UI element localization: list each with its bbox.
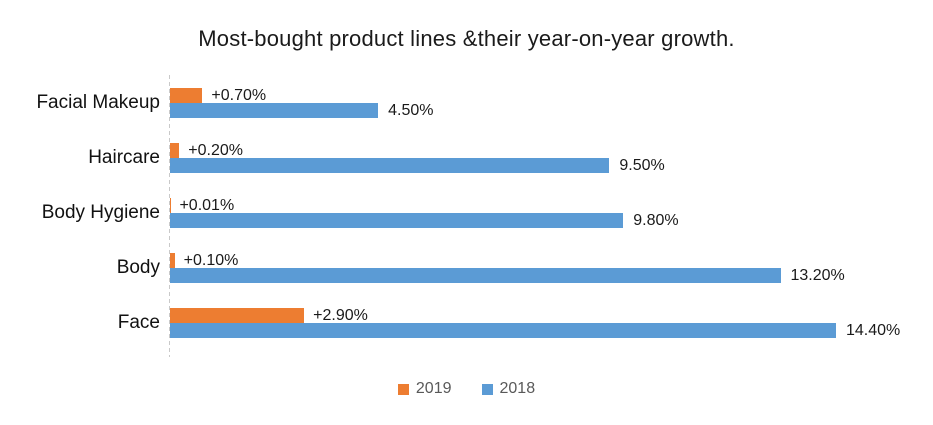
bar-data-label: 9.80%: [633, 212, 679, 229]
legend-item-2019: 2019: [397, 380, 452, 398]
bar-data-label: +0.70%: [211, 87, 267, 104]
legend-swatch-2018: [481, 383, 493, 395]
category-label: Body: [116, 257, 160, 278]
legend-label: 2018: [499, 380, 536, 397]
bar-2019-facial-makeup: [170, 88, 203, 103]
bar-data-label: +0.20%: [188, 142, 243, 159]
y-axis-labels: Facial Makeup Haircare Body Hygiene Body Fac…: [0, 75, 160, 357]
bar-data-label: +0.01%: [179, 197, 235, 214]
category-label: Face: [117, 312, 160, 333]
plot-area: +0.70% 4.50% +0.20% 9.50% +0.01% 9.80% +0.10% 1…: [170, 75, 925, 357]
bar-data-label: +0.10%: [183, 252, 239, 269]
bar-2019-haircare: [170, 143, 180, 158]
bar-2019-face: [170, 308, 305, 323]
bar-2019-body: [170, 253, 175, 268]
bar-2018-face: [170, 323, 836, 338]
category-label: Haircare: [88, 147, 160, 168]
legend-item-2018: 2018: [481, 380, 536, 398]
category-label: Body Hygiene: [41, 202, 160, 223]
bar-data-label: 4.50%: [388, 102, 434, 119]
bar-2018-haircare: [170, 158, 610, 173]
legend: 2019 2018: [0, 380, 933, 398]
bar-data-label: 13.20%: [790, 267, 845, 284]
bar-2018-facial-makeup: [170, 103, 379, 118]
bar-data-label: 9.50%: [619, 157, 665, 174]
bar-data-label: +2.90%: [313, 307, 368, 324]
y-axis-line: [169, 75, 170, 357]
bar-2018-body-hygiene: [170, 213, 624, 228]
bar-2018-body: [170, 268, 781, 283]
legend-label: 2019: [415, 380, 452, 397]
category-label: Facial Makeup: [36, 92, 160, 113]
chart-title: Most-bought product lines &their year-on…: [198, 26, 735, 51]
bar-data-label: 14.40%: [846, 322, 901, 339]
legend-swatch-2019: [397, 383, 409, 395]
